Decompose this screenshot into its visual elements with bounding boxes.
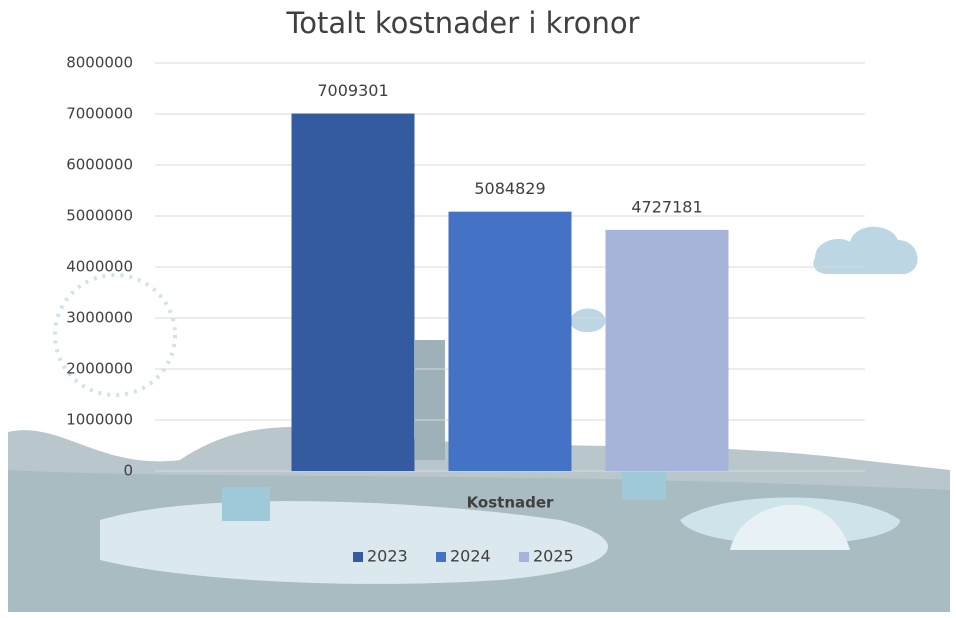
y-tick-label: 6000000: [66, 156, 133, 174]
legend-label: 2025: [533, 547, 574, 566]
chart-title: Totalt kostnader i kronor: [286, 6, 640, 40]
legend-swatch: [436, 552, 446, 562]
bar: [291, 113, 415, 472]
sun: [53, 273, 177, 397]
legend-label: 2023: [367, 547, 408, 566]
data-label: 4727181: [631, 197, 702, 216]
cloud: [813, 226, 918, 274]
legend-swatch: [519, 552, 529, 562]
data-label: 5084829: [474, 179, 545, 198]
church: [415, 340, 445, 460]
y-tick-label: 2000000: [66, 360, 133, 378]
lake: [100, 501, 608, 584]
y-tick-label: 0: [123, 462, 133, 480]
y-tick-label: 7000000: [66, 105, 133, 123]
y-tick-label: 3000000: [66, 309, 133, 327]
house: [222, 487, 270, 521]
background-illustration: [8, 226, 950, 612]
y-tick-label: 5000000: [66, 207, 133, 225]
legend-label: 2024: [450, 547, 491, 566]
data-label: 7009301: [317, 81, 388, 100]
legend-swatch: [353, 552, 363, 562]
bar: [448, 211, 572, 472]
y-tick-label: 8000000: [66, 54, 133, 72]
cloud: [570, 308, 606, 333]
x-tick-label: Kostnader: [467, 494, 554, 512]
y-tick-label: 4000000: [66, 258, 133, 276]
y-tick-label: 1000000: [66, 411, 133, 429]
igloo: [730, 504, 850, 550]
house: [622, 470, 666, 500]
bar: [605, 229, 729, 471]
